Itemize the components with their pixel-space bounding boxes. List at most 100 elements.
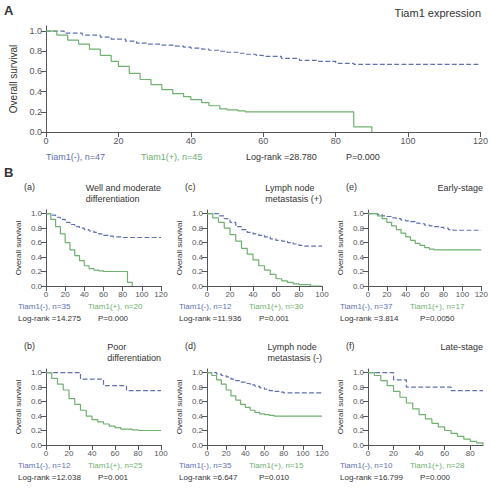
svg-text:P=0.0050: P=0.0050: [420, 314, 455, 323]
svg-text:40: 40: [80, 290, 89, 299]
svg-text:0: 0: [44, 449, 49, 458]
svg-text:0.0: 0.0: [353, 441, 365, 450]
svg-text:20: 20: [382, 290, 391, 299]
svg-text:120: 120: [475, 290, 489, 299]
svg-text:A: A: [4, 3, 14, 18]
svg-text:P=0.001: P=0.001: [259, 314, 290, 323]
svg-text:60: 60: [272, 290, 281, 299]
svg-text:0: 0: [205, 290, 210, 299]
svg-text:0.8: 0.8: [31, 383, 43, 392]
svg-text:20: 20: [226, 290, 235, 299]
svg-text:0: 0: [43, 136, 48, 146]
svg-text:Lymph node: Lymph node: [265, 183, 314, 193]
svg-text:0.2: 0.2: [192, 426, 204, 435]
svg-text:20: 20: [389, 449, 398, 458]
svg-text:Tiam1(-), n=12: Tiam1(-), n=12: [18, 461, 71, 470]
svg-text:Late-stage: Late-stage: [440, 342, 483, 352]
svg-text:60: 60: [440, 449, 449, 458]
svg-text:0.2: 0.2: [31, 267, 43, 276]
svg-text:Overall survival: Overall survival: [14, 220, 23, 275]
svg-text:0.6: 0.6: [29, 66, 42, 76]
svg-text:Early-stage: Early-stage: [437, 183, 483, 193]
svg-text:Overall survival: Overall survival: [336, 379, 345, 434]
svg-text:0: 0: [366, 290, 371, 299]
svg-text:100: 100: [296, 449, 310, 458]
svg-text:P=0.010: P=0.010: [259, 473, 290, 482]
svg-text:0.8: 0.8: [192, 224, 204, 233]
svg-text:metastasis (+): metastasis (+): [265, 194, 322, 204]
svg-text:0.4: 0.4: [353, 412, 365, 421]
svg-text:40: 40: [249, 290, 258, 299]
svg-text:P=0.000: P=0.000: [346, 152, 380, 162]
svg-text:1.0: 1.0: [353, 368, 365, 377]
svg-text:metastasis (-): metastasis (-): [267, 353, 322, 363]
svg-text:60: 60: [99, 290, 108, 299]
svg-text:20: 20: [222, 449, 231, 458]
svg-text:80: 80: [331, 136, 341, 146]
svg-text:20: 20: [65, 449, 74, 458]
svg-text:0.2: 0.2: [192, 267, 204, 276]
svg-text:0.8: 0.8: [353, 224, 365, 233]
svg-text:0.0: 0.0: [353, 282, 365, 291]
svg-text:Tiam1(+), n=28: Tiam1(+), n=28: [410, 461, 465, 470]
svg-text:Log-rank =6.647: Log-rank =6.647: [179, 473, 238, 482]
svg-text:60: 60: [111, 449, 120, 458]
svg-text:0: 0: [205, 449, 210, 458]
svg-text:60: 60: [420, 290, 429, 299]
svg-text:80: 80: [279, 449, 288, 458]
svg-text:0: 0: [44, 290, 49, 299]
svg-text:40: 40: [88, 449, 97, 458]
svg-text:100: 100: [154, 449, 168, 458]
svg-text:1.0: 1.0: [353, 209, 365, 218]
svg-text:100: 100: [456, 290, 470, 299]
svg-text:Overall survival: Overall survival: [14, 379, 23, 434]
svg-text:differentiation: differentiation: [107, 353, 161, 363]
svg-text:100: 100: [135, 290, 149, 299]
svg-text:Tiam1(+), n=45: Tiam1(+), n=45: [141, 152, 202, 162]
svg-text:(e): (e): [346, 182, 357, 192]
svg-text:120: 120: [154, 290, 168, 299]
svg-text:0.0: 0.0: [31, 282, 43, 291]
svg-text:100: 100: [315, 290, 329, 299]
svg-text:0.4: 0.4: [31, 253, 43, 262]
svg-text:(b): (b): [24, 341, 35, 351]
svg-text:0.4: 0.4: [192, 412, 204, 421]
svg-text:P=0.000: P=0.000: [420, 473, 451, 482]
svg-text:80: 80: [466, 449, 475, 458]
svg-text:differentiation: differentiation: [86, 194, 140, 204]
svg-text:Overall survival: Overall survival: [175, 220, 184, 275]
svg-text:Tiam1(-), n=10: Tiam1(-), n=10: [340, 461, 393, 470]
svg-text:(a): (a): [24, 182, 35, 192]
svg-text:Tiam1(-), n=12: Tiam1(-), n=12: [179, 302, 232, 311]
svg-text:0.6: 0.6: [192, 397, 204, 406]
svg-text:40: 40: [415, 449, 424, 458]
svg-text:Log-rank =16.799: Log-rank =16.799: [340, 473, 403, 482]
svg-text:1.0: 1.0: [192, 209, 204, 218]
svg-text:0.6: 0.6: [353, 238, 365, 247]
svg-text:100: 100: [401, 136, 416, 146]
svg-text:0.4: 0.4: [192, 253, 204, 262]
svg-text:40: 40: [241, 449, 250, 458]
svg-text:0.8: 0.8: [353, 383, 365, 392]
svg-text:(f): (f): [346, 341, 355, 351]
svg-text:80: 80: [134, 449, 143, 458]
svg-text:120: 120: [315, 449, 329, 458]
svg-text:0.2: 0.2: [31, 426, 43, 435]
svg-text:Overall survival: Overall survival: [336, 220, 345, 275]
svg-text:Log-rank =3.814: Log-rank =3.814: [340, 314, 399, 323]
svg-text:0.6: 0.6: [31, 397, 43, 406]
svg-text:B: B: [4, 165, 13, 180]
svg-text:Log-rank =28.780: Log-rank =28.780: [246, 152, 317, 162]
svg-text:0.2: 0.2: [29, 107, 42, 117]
svg-text:Well and moderate: Well and moderate: [86, 183, 161, 193]
svg-text:0.0: 0.0: [29, 127, 42, 137]
svg-text:(d): (d): [185, 341, 196, 351]
svg-text:Tiam1(+), n=20: Tiam1(+), n=20: [88, 302, 143, 311]
svg-text:Log-rank =12.038: Log-rank =12.038: [18, 473, 81, 482]
svg-text:Tiam1(+), n=25: Tiam1(+), n=25: [88, 461, 143, 470]
svg-text:0.6: 0.6: [353, 397, 365, 406]
svg-text:80: 80: [295, 290, 304, 299]
svg-text:(c): (c): [185, 182, 196, 192]
svg-text:0.4: 0.4: [29, 87, 42, 97]
svg-text:1.0: 1.0: [192, 368, 204, 377]
